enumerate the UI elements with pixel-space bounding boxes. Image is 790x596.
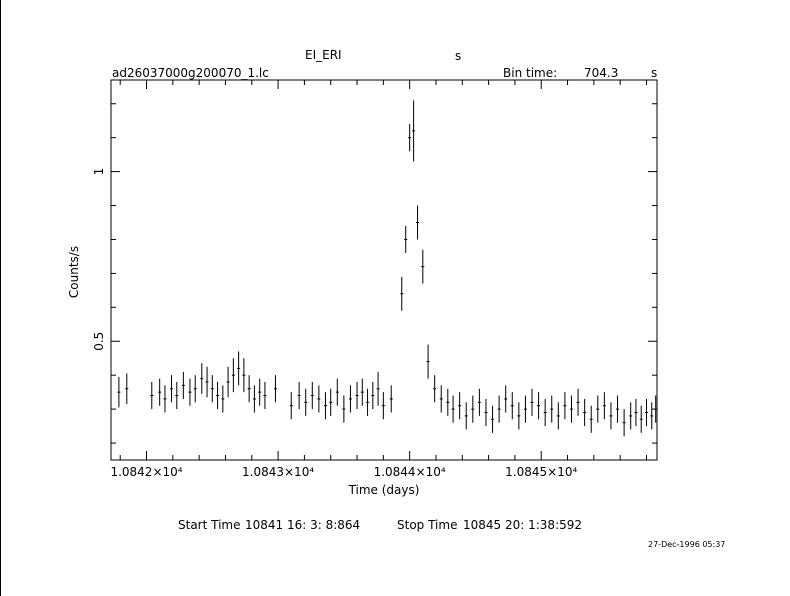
axis-ticks xyxy=(111,80,657,460)
axis-tick-labels: 1.0842×10⁴ 1.0843×10⁴ 1.0844×10⁴ 1.0845×10⁴… xyxy=(92,168,577,479)
object-name: EI_ERI xyxy=(305,48,342,62)
window-left-border xyxy=(0,0,1,596)
y-axis-label: Counts/s xyxy=(67,246,81,298)
bin-time-label: Bin time: xyxy=(503,66,558,80)
stop-time-label: Stop Time xyxy=(397,518,458,532)
data-points xyxy=(117,100,658,437)
x-tick-label: 1.0842×10⁴ xyxy=(110,465,182,479)
bin-time-value: 704.3 xyxy=(584,66,619,80)
object-suffix: s xyxy=(455,49,462,63)
x-axis-label: Time (days) xyxy=(348,483,420,497)
file-name: ad26037000g200070_1.lc xyxy=(112,66,269,80)
bin-time-unit: s xyxy=(651,66,658,80)
date-stamp: 27-Dec-1996 05:37 xyxy=(648,540,726,549)
x-tick-label: 1.0843×10⁴ xyxy=(242,465,314,479)
start-time-value: 10841 16: 3: 8:864 xyxy=(245,518,361,532)
y-tick-label: 1 xyxy=(92,168,106,176)
stop-time-value: 10845 20: 1:38:592 xyxy=(463,518,583,532)
plot-frame xyxy=(110,79,658,461)
y-tick-label: 0.5 xyxy=(92,332,106,351)
start-time-label: Start Time xyxy=(178,518,241,532)
x-tick-label: 1.0844×10⁴ xyxy=(374,465,446,479)
x-tick-label: 1.0845×10⁴ xyxy=(505,465,577,479)
